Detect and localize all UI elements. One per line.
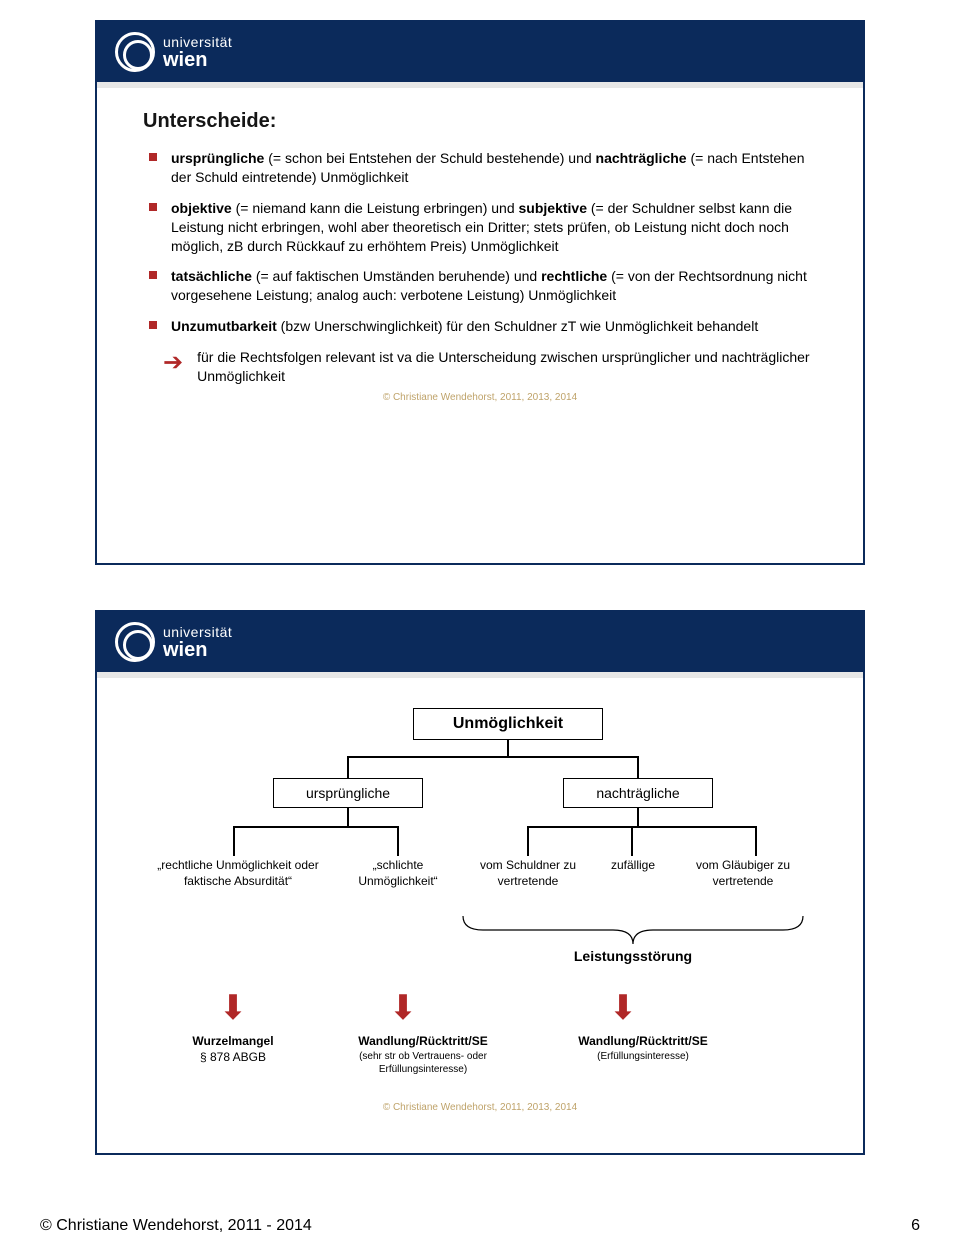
box-unmoglichkeit: Unmöglichkeit	[413, 708, 603, 740]
row3-c4: zufällige	[593, 858, 673, 889]
leistungsstorung-label: Leistungsstörung	[463, 948, 803, 964]
logo-line1: universität	[163, 34, 232, 50]
arrow-down-icon: ⬇	[603, 988, 643, 1028]
bullet-list: ursprüngliche (= schon bei Entstehen der…	[143, 149, 817, 336]
logo-text: universität wien	[163, 34, 232, 70]
bullet-item: tatsächliche (= auf faktischen Umständen…	[149, 267, 817, 305]
row3-c1: „rechtliche Unmöglichkeit oder faktische…	[143, 858, 333, 889]
page-footer: © Christiane Wendehorst, 2011 - 2014	[40, 1217, 312, 1235]
row5-c3-sub: (Erfüllungsinteresse)	[543, 1050, 743, 1063]
row5-c2: Wandlung/Rücktritt/SE (sehr str ob Vertr…	[323, 1034, 523, 1076]
arrow-right-icon: ➔	[163, 351, 183, 375]
diagram: Unmöglichkeit ursprüngliche nachträglich…	[143, 708, 817, 1138]
slide1-copyright: © Christiane Wendehorst, 2011, 2013, 201…	[143, 392, 817, 403]
connector	[347, 808, 349, 826]
row5-c1-title: Wurzelmangel	[143, 1034, 323, 1050]
row3-c2: „schlichte Unmöglichkeit“	[333, 858, 463, 889]
slide1-body: Unterscheide: ursprüngliche (= schon bei…	[97, 88, 863, 413]
row5-c1-sub: § 878 ABGB	[143, 1050, 323, 1066]
connector	[631, 826, 633, 856]
connector	[527, 826, 757, 828]
row5-c1: Wurzelmangel § 878 ABGB	[143, 1034, 323, 1076]
connector	[347, 756, 639, 758]
slide-header: universität wien	[97, 612, 863, 672]
connector	[233, 826, 235, 856]
university-logo: universität wien	[115, 32, 232, 72]
connector	[637, 756, 639, 778]
slide-1: universität wien Unterscheide: ursprüngl…	[95, 20, 865, 565]
brace-icon	[463, 916, 803, 947]
university-logo: universität wien	[115, 622, 232, 662]
slide1-title: Unterscheide:	[143, 110, 817, 133]
row5-c2-title: Wandlung/Rücktritt/SE	[323, 1034, 523, 1050]
connector	[507, 740, 509, 756]
logo-text: universität wien	[163, 624, 232, 660]
connector	[527, 826, 529, 856]
page-number: 6	[911, 1217, 920, 1235]
logo-line1: universität	[163, 624, 232, 640]
logo-line2: wien	[163, 640, 232, 660]
logo-ring-icon	[115, 622, 155, 662]
row5-c3-title: Wandlung/Rücktritt/SE	[543, 1034, 743, 1050]
note-text: für die Rechtsfolgen relevant ist va die…	[197, 348, 817, 386]
connector	[347, 756, 349, 778]
row5-c3: Wandlung/Rücktritt/SE (Erfüllungsinteres…	[543, 1034, 743, 1076]
bullet-item: ursprüngliche (= schon bei Entstehen der…	[149, 149, 817, 187]
row3-c3: vom Schuldner zu vertretende	[463, 858, 593, 889]
arrow-down-icon: ⬇	[383, 988, 423, 1028]
note-row: ➔ für die Rechtsfolgen relevant ist va d…	[143, 348, 817, 386]
connector	[637, 808, 639, 826]
connector	[233, 826, 399, 828]
row3: „rechtliche Unmöglichkeit oder faktische…	[143, 858, 817, 889]
logo-ring-icon	[115, 32, 155, 72]
connector	[755, 826, 757, 856]
row5: Wurzelmangel § 878 ABGB Wandlung/Rücktri…	[143, 1034, 817, 1076]
row5-c2-sub: (sehr str ob Vertrauens- oder Erfüllungs…	[323, 1050, 523, 1076]
box-nachtragliche: nachträgliche	[563, 778, 713, 808]
bullet-item: Unzumutbarkeit (bzw Unerschwinglichkeit)…	[149, 317, 817, 336]
slide-2: universität wien Unmöglichkeit ursprüngl…	[95, 610, 865, 1155]
slide2-copyright: © Christiane Wendehorst, 2011, 2013, 201…	[143, 1102, 817, 1113]
connector	[397, 826, 399, 856]
logo-line2: wien	[163, 50, 232, 70]
bullet-item: objektive (= niemand kann die Leistung e…	[149, 199, 817, 256]
row3-c5: vom Gläubiger zu vertretende	[673, 858, 813, 889]
slide2-body: Unmöglichkeit ursprüngliche nachträglich…	[97, 678, 863, 1148]
slide-header: universität wien	[97, 22, 863, 82]
box-ursprungliche: ursprüngliche	[273, 778, 423, 808]
arrow-down-icon: ⬇	[213, 988, 253, 1028]
